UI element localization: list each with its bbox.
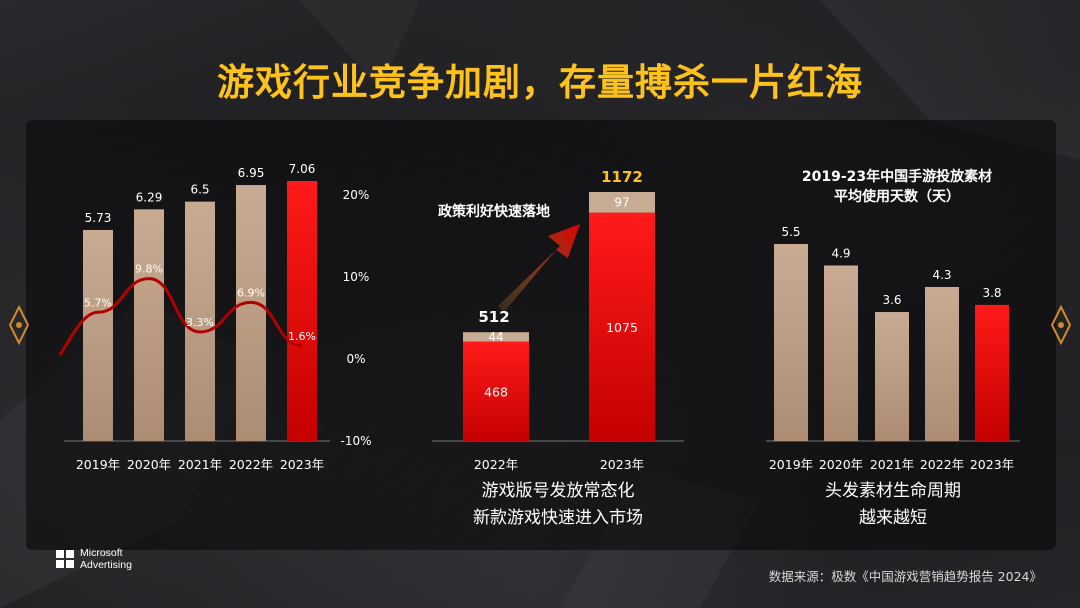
chart1-bar xyxy=(185,201,215,441)
chart1-category-label: 2019年 xyxy=(76,457,120,472)
chart3-value-label: 4.9 xyxy=(831,246,850,260)
chart3-category-label: 2020年 xyxy=(819,457,863,472)
chart1-bar xyxy=(134,209,164,441)
chart1-axis-tick: -10% xyxy=(340,434,371,448)
chart3-bar xyxy=(925,286,959,441)
chart1-growth-label: 3.3% xyxy=(186,316,214,329)
chart3-title-line2: 平均使用天数（天） xyxy=(834,188,960,205)
chart2-annotation: 政策利好快速落地 xyxy=(438,203,550,220)
chart3-caption: 头发素材生命周期 越来越短 xyxy=(766,478,1020,532)
chart2-bar-segment-main xyxy=(463,341,529,441)
chart3-category-label: 2019年 xyxy=(769,457,813,472)
chart2-total-label: 1172 xyxy=(601,168,643,186)
chart2-category-label: 2022年 xyxy=(474,457,518,472)
chart1-axis-tick: 10% xyxy=(343,270,370,284)
chart1-bar xyxy=(287,181,317,441)
chart3-caption-line2: 越来越短 xyxy=(859,508,927,528)
microsoft-logo-icon xyxy=(56,550,74,568)
chart1-growth-line xyxy=(58,277,303,356)
chart1-category-label: 2020年 xyxy=(127,457,171,472)
chart3-category-label: 2023年 xyxy=(970,457,1014,472)
chart1-category-label: 2022年 xyxy=(229,457,273,472)
logo-line1: Microsoft xyxy=(80,547,123,559)
chart1-growth-label: 5.7% xyxy=(84,296,112,309)
chart3-bar xyxy=(774,244,808,441)
chart2-bar-segment-top xyxy=(463,332,529,342)
page-title: 游戏行业竞争加剧，存量搏杀一片红海 xyxy=(217,61,863,104)
growth-arrow-icon xyxy=(498,224,580,312)
chart3-value-label: 5.5 xyxy=(781,225,800,239)
chart2-caption: 游戏版号发放常态化 新款游戏快速进入市场 xyxy=(432,478,684,532)
chart3-value-label: 3.6 xyxy=(882,293,901,307)
chart2-bar-segment-top xyxy=(589,192,655,213)
data-source: 数据来源：极数《中国游戏营销趋势报告 2024》 xyxy=(768,569,1042,584)
chart1-value-label: 7.06 xyxy=(289,162,316,176)
microsoft-advertising-logo: Microsoft Advertising xyxy=(56,547,132,571)
chart1-growth-label: 9.8% xyxy=(135,263,163,276)
chart3-title-line1: 2019-23年中国手游投放素材 xyxy=(802,168,992,185)
chart1-axis-tick: 0% xyxy=(346,352,365,366)
chart3-bar xyxy=(975,304,1009,441)
chart2-caption-line2: 新款游戏快速进入市场 xyxy=(473,508,643,528)
chart3-bar xyxy=(875,312,909,441)
chart1-value-label: 5.73 xyxy=(85,211,112,225)
chart3-value-label: 3.8 xyxy=(982,286,1001,300)
chart1-value-label: 6.95 xyxy=(238,166,265,180)
chart1-bar xyxy=(83,229,113,441)
chart2-segment-label: 44 xyxy=(488,330,503,344)
chart3-value-label: 4.3 xyxy=(932,268,951,282)
chart2-total-label: 512 xyxy=(478,308,509,326)
chart1-value-label: 6.29 xyxy=(136,190,163,204)
chart1-growth-label: 6.9% xyxy=(237,286,265,299)
chart1-value-label: 6.5 xyxy=(190,183,209,197)
chart2-segment-label: 97 xyxy=(614,195,629,209)
chart1-category-label: 2021年 xyxy=(178,457,222,472)
chart1-axis-tick: 20% xyxy=(343,188,370,202)
logo-line2: Advertising xyxy=(80,559,132,571)
chart1-category-label: 2023年 xyxy=(280,457,324,472)
chart3-category-label: 2021年 xyxy=(870,457,914,472)
chart3-caption-line1: 头发素材生命周期 xyxy=(825,481,961,501)
chart2-bar-segment-main xyxy=(589,212,655,441)
chart2-caption-line1: 游戏版号发放常态化 xyxy=(481,481,635,501)
chart2-category-label: 2023年 xyxy=(600,457,644,472)
chart2-segment-label: 1075 xyxy=(606,320,638,335)
chart1-growth-label: 1.6% xyxy=(288,330,316,343)
right-ornament-icon xyxy=(1050,305,1072,345)
chart1-bar xyxy=(236,185,266,441)
left-ornament-icon xyxy=(8,305,30,345)
chart3-category-label: 2022年 xyxy=(920,457,964,472)
chart3-bar xyxy=(824,265,858,441)
chart2-segment-label: 468 xyxy=(484,384,508,399)
